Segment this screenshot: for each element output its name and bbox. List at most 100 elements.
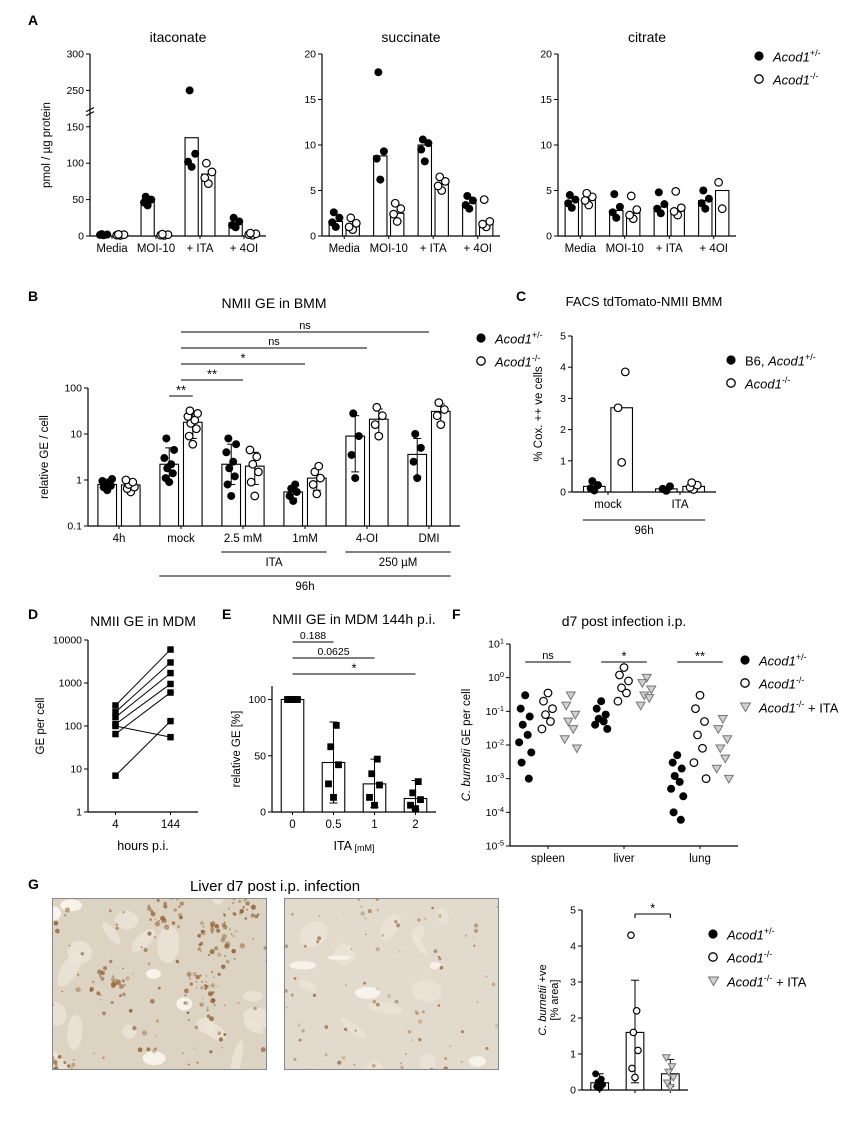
chart-canvas-itaconate: 0 50 100 150 250 300 pmol / µg protein Media MOI… (41, 29, 266, 255)
circle-open-icon (752, 73, 766, 85)
legend-item: Acod1-/- + ITA (706, 973, 806, 989)
axes: 0 50 100 relative GE [%] 0 0.5 1 2 ITA [mM] (231, 686, 436, 853)
chart-nmii-ge-bmm: 0.1 1 10 100 relative GE / cell 4h mock 2.5 mM 1… (34, 292, 470, 609)
svg-text:MOI-10: MOI-10 (370, 243, 408, 255)
svg-text:**: ** (207, 367, 217, 382)
svg-text:+ ITA: + ITA (187, 243, 214, 255)
panel-letter-b: B (28, 288, 39, 304)
svg-text:1: 1 (76, 807, 82, 819)
svg-text:Media: Media (565, 243, 597, 255)
legend-item: Acod1+/- (474, 330, 543, 346)
legend-item: Acod1+/- (752, 48, 821, 64)
svg-text:*: * (621, 649, 626, 664)
legend-label: Acod1+/- (759, 652, 807, 669)
svg-text:10000: 10000 (53, 635, 82, 647)
circle-open-icon (738, 677, 752, 689)
svg-text:% Cox. ++ ve cells: % Cox. ++ ve cells (533, 366, 545, 461)
bars (280, 698, 428, 813)
svg-text:4: 4 (112, 819, 119, 831)
svg-text:300: 300 (66, 49, 84, 61)
svg-text:3: 3 (560, 393, 566, 405)
svg-text:C. burnetii GE per cell: C. burnetii GE per cell (461, 689, 473, 802)
circle-filled-icon (474, 332, 488, 344)
svg-text:10-2: 10-2 (486, 738, 504, 752)
svg-text:20: 20 (540, 49, 552, 61)
svg-text:Media: Media (329, 243, 361, 255)
legend-panel-c: B6, Acod1+/- Acod1-/- (724, 352, 816, 392)
svg-text:10-3: 10-3 (486, 771, 504, 785)
svg-text:1: 1 (560, 455, 566, 467)
legend-label: Acod1-/- (727, 949, 773, 966)
svg-text:relative GE / cell: relative GE / cell (39, 415, 51, 499)
svg-text:100: 100 (488, 670, 504, 684)
legend-panel-b: Acod1+/- Acod1-/- (474, 330, 543, 370)
svg-text:ns: ns (542, 650, 554, 662)
legend-panel-a: Acod1+/- Acod1-/- (752, 48, 821, 88)
panel-letter-f: F (452, 606, 461, 622)
svg-text:*: * (650, 901, 655, 916)
svg-text:0.1: 0.1 (67, 521, 82, 533)
axes: 10-5 10-4 10-3 10-2 10-1 100 101 C. burnetii GE… (461, 637, 738, 865)
svg-text:+ ITA: + ITA (420, 243, 447, 255)
legend-label: Acod1-/- (745, 375, 791, 392)
svg-text:150: 150 (66, 121, 84, 133)
data-points (328, 68, 495, 235)
significance-marks: ns * ** (525, 649, 723, 664)
svg-text:1000: 1000 (59, 678, 83, 690)
svg-text:4-OI: 4-OI (356, 533, 378, 545)
circle-open-icon (724, 377, 738, 389)
data-points (98, 398, 449, 505)
tissue-micrograph (284, 898, 499, 1070)
svg-text:[% area]: [% area] (549, 980, 561, 1021)
svg-text:144: 144 (161, 819, 181, 831)
panel-g-title: Liver d7 post i.p. infection (189, 878, 361, 895)
legend-item: Acod1-/- (474, 353, 543, 370)
svg-text:250: 250 (66, 85, 84, 97)
svg-text:itaconate: itaconate (150, 29, 207, 45)
svg-text:100: 100 (64, 383, 82, 395)
panel-letter-e: E (222, 606, 232, 622)
svg-text:15: 15 (540, 94, 552, 106)
chart-canvas-bmm: 0.1 1 10 100 relative GE / cell 4h mock 2.5 mM 1… (39, 295, 460, 593)
legend-panel-g: Acod1+/- Acod1-/- Acod1-/- + ITA (706, 926, 806, 989)
svg-text:10-5: 10-5 (486, 839, 504, 853)
panel-letter-a: A (28, 12, 39, 28)
svg-text:spleen: spleen (531, 853, 565, 865)
legend-label: B6, Acod1+/- (745, 352, 816, 369)
svg-text:10: 10 (70, 429, 82, 441)
svg-text:0.0625: 0.0625 (317, 646, 349, 658)
legend-item: Acod1-/- (724, 375, 816, 392)
svg-text:hours p.i.: hours p.i. (117, 839, 168, 853)
triangle-gray-icon (706, 975, 720, 987)
bars (582, 407, 706, 493)
svg-text:2.5 mM: 2.5 mM (224, 533, 262, 545)
svg-text:15: 15 (304, 94, 316, 106)
svg-text:1: 1 (371, 819, 377, 831)
chart-succinate: 0 5 10 15 20 Media MOI-10 + ITA + 4OI succinate (280, 26, 504, 271)
svg-text:20: 20 (304, 49, 316, 61)
bars (97, 410, 451, 527)
svg-text:mock: mock (167, 533, 195, 545)
error-bars (103, 403, 445, 499)
svg-text:0: 0 (289, 819, 295, 831)
chart-canvas-succinate: 0 5 10 15 20 Media MOI-10 + ITA + 4OI succinate (304, 29, 500, 255)
legend-panel-f: Acod1+/- Acod1-/- Acod1-/- + ITA (738, 652, 838, 715)
legend-item: Acod1+/- (738, 652, 838, 668)
svg-text:1: 1 (76, 475, 82, 487)
svg-text:**: ** (176, 383, 186, 398)
svg-text:d7 post infection i.p.: d7 post infection i.p. (562, 613, 687, 629)
svg-text:2: 2 (560, 424, 566, 436)
svg-text:succinate: succinate (381, 29, 440, 45)
svg-text:ITA [mM]: ITA [mM] (333, 839, 374, 853)
chart-itaconate: 0 50 100 150 250 300 pmol / µg protein Media MOI… (36, 26, 270, 271)
chart-canvas-mdm144: 0 50 100 relative GE [%] 0 0.5 1 2 ITA [mM] 0.188… (231, 611, 436, 853)
legend-label: Acod1+/- (727, 926, 775, 943)
panel-letter-g: G (28, 876, 39, 892)
svg-text:50: 50 (254, 750, 266, 762)
legend-item: B6, Acod1+/- (724, 352, 816, 368)
svg-text:50: 50 (72, 194, 84, 206)
legend-item: Acod1+/- (706, 926, 806, 942)
svg-text:0.188: 0.188 (300, 630, 326, 642)
